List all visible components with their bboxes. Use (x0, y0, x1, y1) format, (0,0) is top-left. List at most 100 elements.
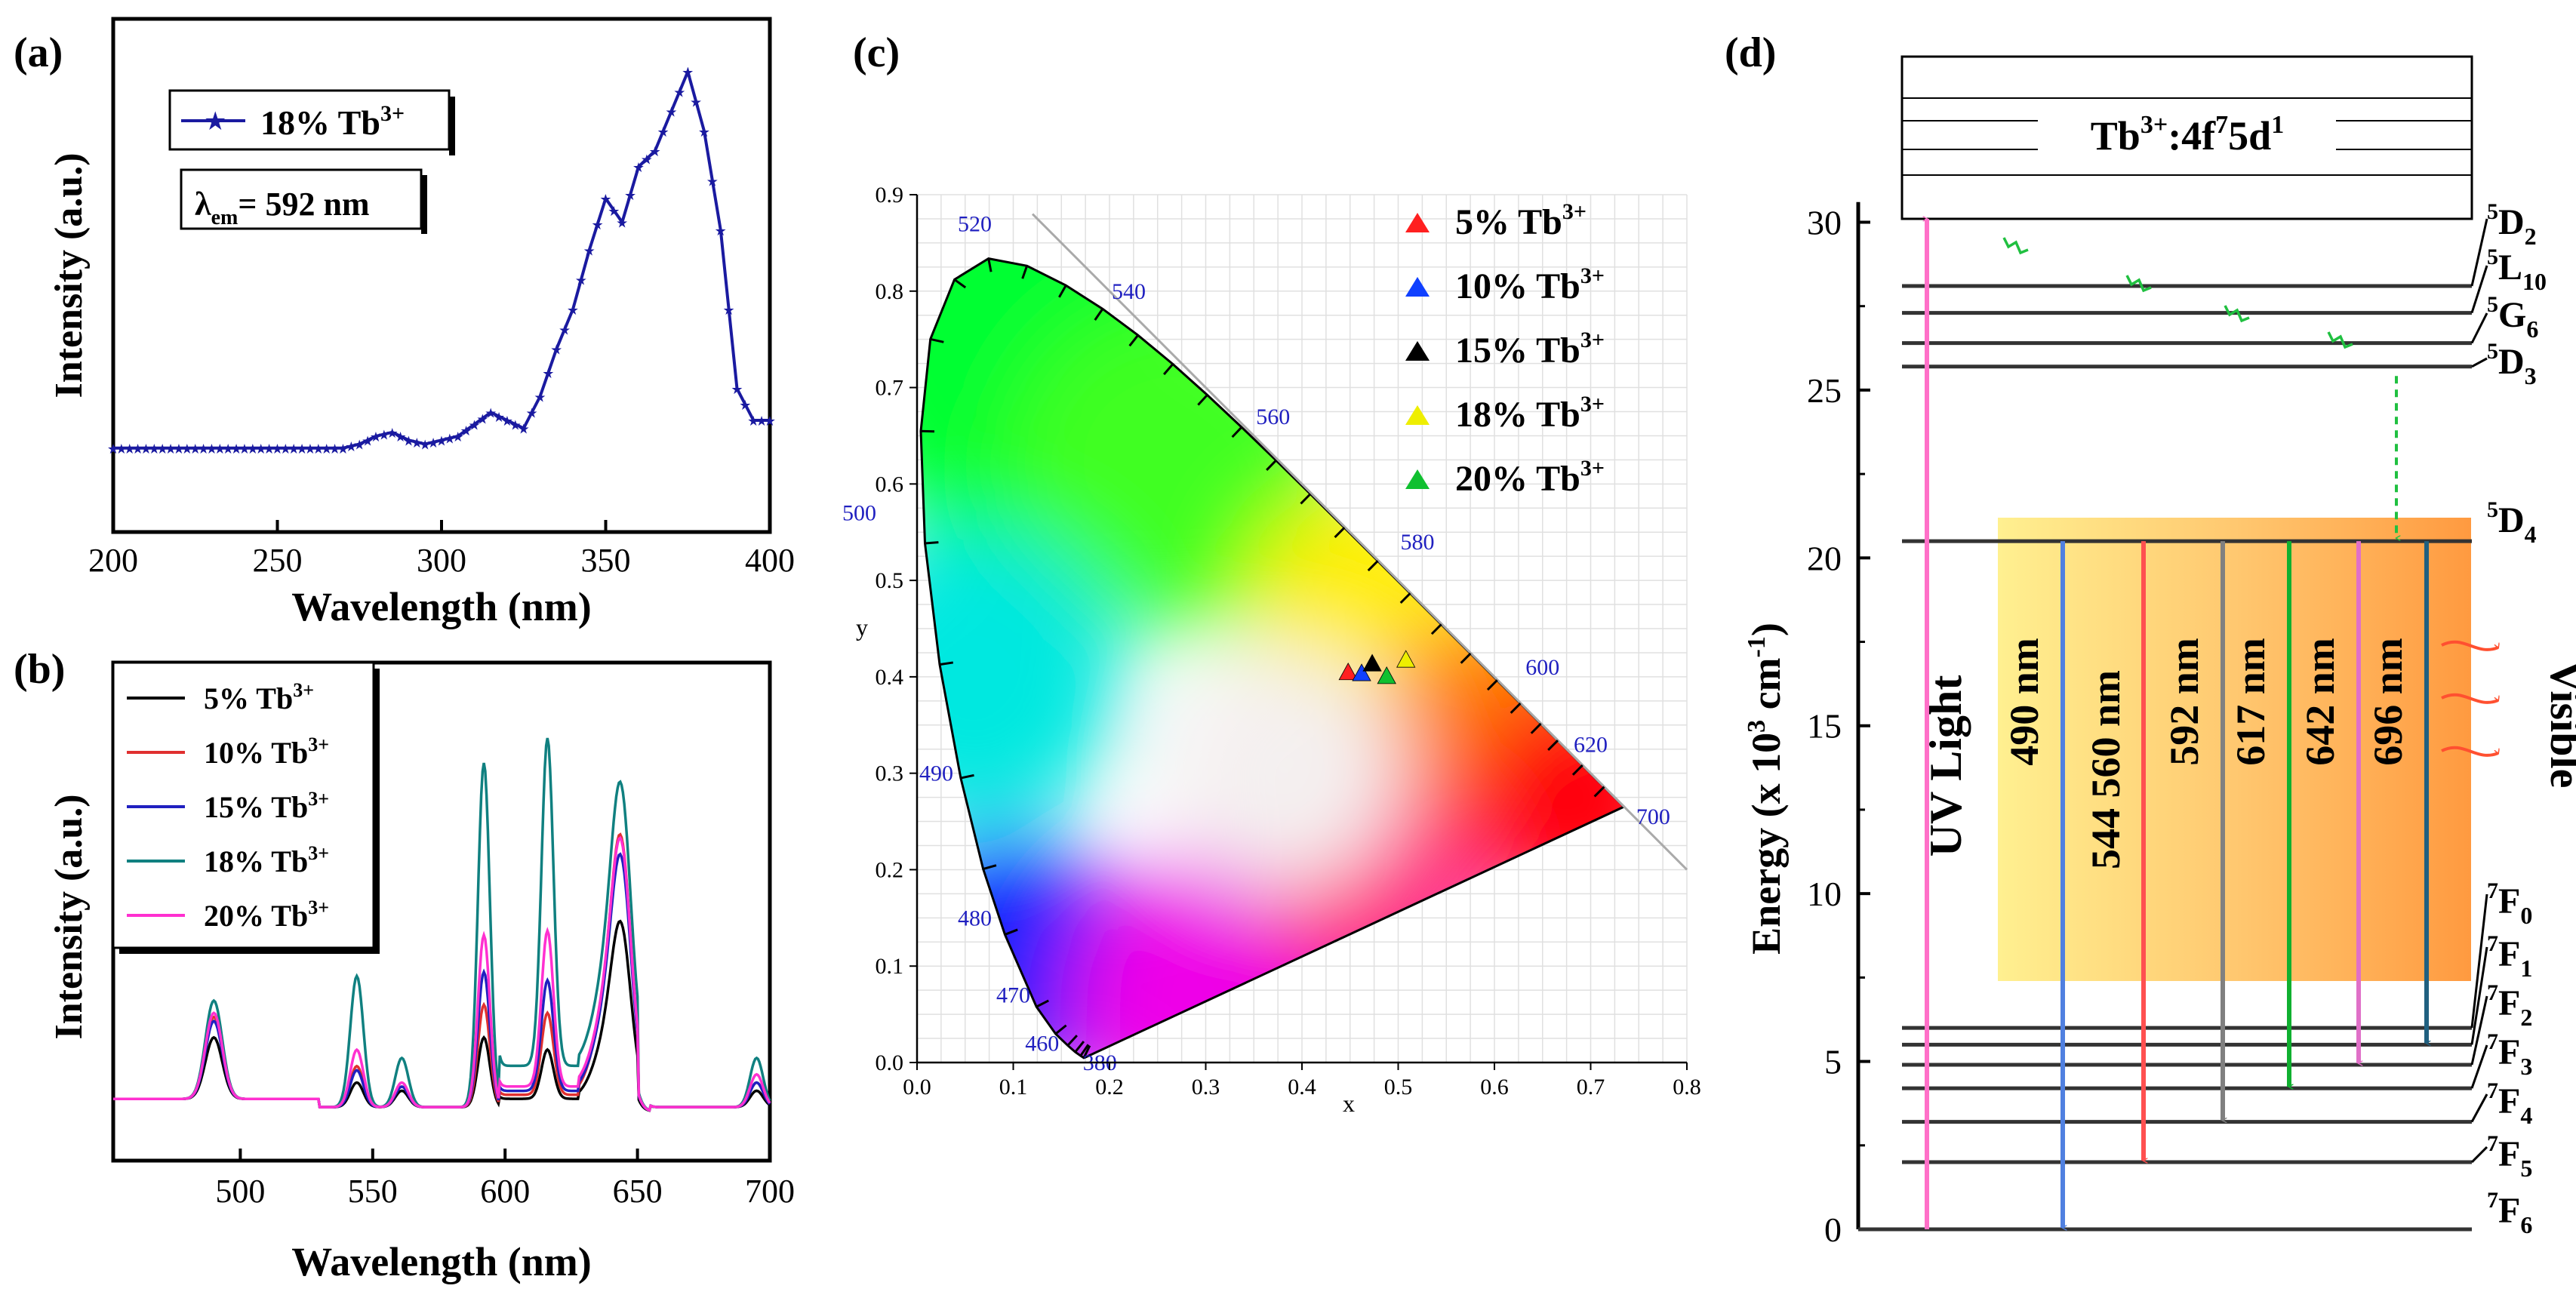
box-label-5d: 5d (2228, 113, 2271, 158)
d-label-7F4-main: F (2498, 1081, 2520, 1121)
c-locus-label-600: 600 (1525, 655, 1559, 680)
box-label-4f: :4f (2168, 113, 2216, 158)
panel-d-visible-label: Visible (2541, 661, 2576, 789)
d-label-7F2-pre: 7 (2487, 980, 2498, 1005)
c-locus-tick (953, 278, 967, 289)
d-label-7F0: 7F0 (2487, 878, 2532, 929)
d-label-5D2-pre: 5 (2487, 199, 2498, 224)
a-star-marker: ★ (690, 94, 702, 109)
c-xtick-label-0.6: 0.6 (1480, 1075, 1509, 1099)
c-locus-label-580: 580 (1401, 530, 1435, 555)
a-star-marker: ★ (230, 441, 242, 457)
a-star-marker: ★ (706, 174, 719, 189)
panel-d-uv-label: UV Light (1921, 675, 1971, 857)
a-xtick-label-400: 400 (745, 542, 795, 579)
b-xtick-label-700: 700 (745, 1173, 795, 1210)
a-star-marker: ★ (181, 441, 193, 457)
c-locus-label-700: 700 (1636, 804, 1670, 829)
d-squiggle-1 (2125, 275, 2152, 293)
box-label-bg (2040, 106, 2334, 160)
gamut-red (1464, 687, 1624, 913)
a-star-marker: ★ (682, 65, 694, 80)
d-label-5L10-main: L (2498, 248, 2522, 288)
a-star-marker: ★ (583, 243, 596, 258)
c-locus-tick (1004, 928, 1018, 936)
d-transition-label-0: 490 nm (2002, 638, 2047, 766)
a-star-marker: ★ (255, 441, 267, 457)
box-label-sup2: 7 (2215, 111, 2228, 139)
panel-d-axis: 0 5 10 15 20 25 30 (1807, 201, 1870, 1249)
d-connector-low-0 (2470, 893, 2488, 1029)
b-legend-main-1: 10% Tb (204, 736, 308, 770)
c-locus-tick (1036, 999, 1049, 1008)
b-legend-main-0: 5% Tb (204, 681, 293, 715)
a-star-marker: ★ (345, 439, 357, 454)
a-star-marker: ★ (321, 441, 333, 457)
d-ylabel-sup2: -1 (1743, 636, 1771, 657)
d-label-5D2-main: D (2498, 202, 2525, 242)
a-star-marker: ★ (402, 433, 414, 448)
d-label-5D3: 5D3 (2487, 339, 2537, 389)
d-label-7F3: 7F3 (2487, 1029, 2532, 1080)
b-legend-sup-0: 3+ (293, 679, 314, 701)
a-star-marker: ★ (698, 125, 710, 140)
d-label-7F1: 7F1 (2487, 931, 2532, 982)
d-connector-low-4 (2470, 1093, 2488, 1123)
a-star-marker: ★ (739, 398, 751, 413)
c-legend-sup-4: 3+ (1580, 456, 1605, 481)
d-connector-low-3 (2470, 1044, 2488, 1089)
c-xtick-label-0.0: 0.0 (903, 1075, 931, 1099)
a-star-marker: ★ (616, 216, 628, 231)
a-star-marker: ★ (493, 410, 505, 425)
d-label-5D2: 5D2 (2487, 199, 2537, 250)
c-xtick-label-0.4: 0.4 (1288, 1075, 1316, 1099)
panel-c-label: (c) (853, 29, 900, 76)
d-connector-low-5 (2470, 1146, 2488, 1164)
d-label-5G6-main: G (2498, 295, 2526, 335)
d-transition-label-1: 544 560 nm (2083, 670, 2128, 869)
panel-a-annotation-shadow (421, 175, 427, 234)
c-locus-tick (1334, 527, 1346, 539)
a-star-marker: ★ (386, 426, 399, 441)
b-legend-sup-3: 3+ (308, 842, 329, 864)
a-star-marker: ★ (427, 435, 439, 451)
c-xtick-label-0.3: 0.3 (1192, 1075, 1220, 1099)
panel-b-label: (b) (14, 646, 65, 693)
d-label-5L10-pre: 5 (2487, 244, 2498, 269)
a-star-marker: ★ (312, 441, 325, 457)
a-star-marker: ★ (509, 417, 522, 432)
a-xtick-label-350: 350 (581, 542, 631, 579)
a-star-marker: ★ (304, 441, 316, 457)
d-label-7F2-sub: 2 (2520, 1004, 2532, 1031)
c-locus-tick (1510, 702, 1522, 714)
a-star-marker: ★ (657, 125, 669, 140)
d-label-7F6-pre: 7 (2487, 1188, 2498, 1213)
panel-b-legend-shadow (119, 948, 380, 954)
c-ytick-label-0.0: 0.0 (876, 1050, 904, 1075)
c-locus-label-500: 500 (842, 501, 876, 526)
d-label-5D4-sub: 4 (2525, 521, 2537, 548)
c-locus-tick (960, 773, 974, 780)
panel-a-excitation-curve (113, 66, 770, 450)
panel-d-label: (d) (1725, 29, 1776, 76)
c-locus-label-620: 620 (1574, 732, 1608, 757)
c-locus-tick (930, 337, 944, 343)
a-star-marker: ★ (337, 441, 349, 457)
b-legend-text-2: 15% Tb3+ (204, 788, 329, 824)
d-ytick-label-20: 20 (1807, 539, 1842, 577)
d-label-7F2: 7F2 (2487, 980, 2532, 1031)
c-ytick-label-0.2: 0.2 (876, 857, 904, 882)
d-ylabel-pre: Energy (x 10 (1743, 733, 1789, 955)
d-label-7F5-main: F (2498, 1134, 2520, 1174)
panel-b-legend-shadow-side (374, 669, 380, 954)
box-label-sup: 3+ (2141, 111, 2168, 139)
d-ytick-label-0: 0 (1824, 1210, 1842, 1249)
c-legend-marker-0 (1405, 213, 1430, 232)
c-ytick-label-0.7: 0.7 (876, 376, 904, 401)
c-legend-sup-3: 3+ (1580, 392, 1605, 417)
panel-c: (c) 380460470480490500520540560580600620… (842, 29, 1701, 1117)
a-star-marker: ★ (263, 441, 275, 457)
a-star-marker: ★ (608, 204, 620, 219)
